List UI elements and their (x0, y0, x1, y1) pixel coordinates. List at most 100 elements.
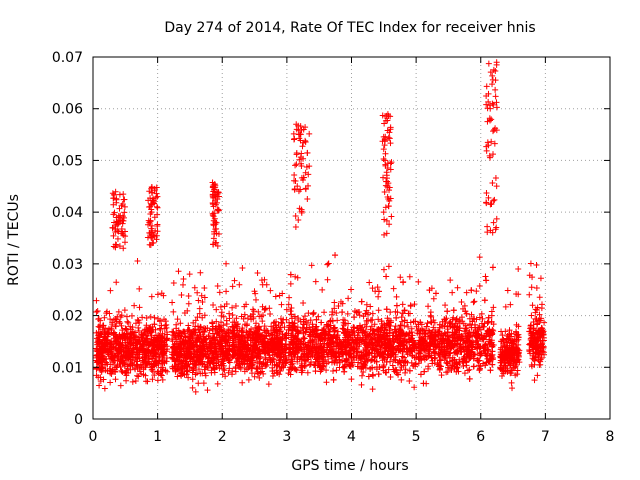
data-point (454, 284, 461, 291)
data-point (291, 171, 298, 178)
data-point (267, 287, 274, 294)
data-point (213, 325, 220, 332)
data-point (201, 312, 208, 319)
data-point (450, 307, 457, 314)
data-point (536, 294, 543, 301)
data-point (513, 352, 520, 359)
data-point (468, 341, 475, 348)
data-point (491, 196, 498, 203)
data-point (210, 301, 217, 308)
data-point (470, 299, 477, 306)
data-point (515, 346, 522, 353)
data-point (341, 329, 348, 336)
data-point (193, 338, 200, 345)
data-point (197, 269, 204, 276)
data-point (218, 312, 225, 319)
data-point (504, 367, 511, 374)
data-point (220, 366, 227, 373)
data-point (146, 360, 153, 367)
data-point (462, 325, 469, 332)
data-point (191, 284, 198, 291)
data-point (189, 356, 196, 363)
data-point (348, 376, 355, 383)
data-point (112, 340, 119, 347)
data-point (145, 342, 152, 349)
data-point (490, 197, 497, 204)
data-point (369, 340, 376, 347)
data-point (460, 345, 467, 352)
data-point (488, 355, 495, 362)
data-point (506, 331, 513, 338)
data-point (329, 317, 336, 324)
data-point (363, 342, 370, 349)
data-point (222, 330, 229, 337)
data-point (156, 353, 163, 360)
data-point (470, 351, 477, 358)
data-point (179, 361, 186, 368)
data-point (400, 342, 407, 349)
data-point (479, 315, 486, 322)
data-point (484, 327, 491, 334)
data-point (236, 346, 243, 353)
data-point (363, 301, 370, 308)
data-point (164, 346, 171, 353)
data-point (325, 321, 332, 328)
data-point (262, 305, 269, 312)
data-point (132, 378, 139, 385)
data-point (292, 273, 299, 280)
data-point (101, 385, 108, 392)
data-point (489, 180, 496, 187)
data-point (358, 298, 365, 305)
data-point (97, 317, 104, 324)
data-point (200, 351, 207, 358)
data-point (380, 156, 387, 163)
data-point (378, 318, 385, 325)
data-point (498, 372, 505, 379)
data-point (107, 316, 114, 323)
data-point (210, 188, 217, 195)
data-point (289, 319, 296, 326)
data-point (229, 319, 236, 326)
data-point (148, 222, 155, 229)
data-point (149, 376, 156, 383)
data-point (301, 363, 308, 370)
data-point (215, 207, 222, 214)
data-point (273, 351, 280, 358)
data-point (222, 340, 229, 347)
data-point (483, 359, 490, 366)
data-point (300, 155, 307, 162)
data-point (259, 281, 266, 288)
data-point (217, 303, 224, 310)
data-point (312, 368, 319, 375)
data-point (369, 330, 376, 337)
data-point (483, 342, 490, 349)
data-point (388, 159, 395, 166)
data-point (341, 317, 348, 324)
data-point (200, 380, 207, 387)
data-point (420, 340, 427, 347)
data-point (387, 124, 394, 131)
data-point (480, 347, 487, 354)
data-point (534, 320, 541, 327)
data-point (321, 340, 328, 347)
data-point (452, 348, 459, 355)
data-point (360, 369, 367, 376)
data-point (113, 279, 120, 286)
data-point (269, 364, 276, 371)
data-point (139, 314, 146, 321)
data-point (155, 346, 162, 353)
data-point (488, 312, 495, 319)
data-point (535, 351, 542, 358)
data-point (295, 347, 302, 354)
data-point (175, 268, 182, 275)
data-point (292, 178, 299, 185)
data-point (507, 354, 514, 361)
data-point (171, 350, 178, 357)
data-point (210, 213, 217, 220)
data-point (296, 356, 303, 363)
data-point (298, 127, 305, 134)
data-point (270, 356, 277, 363)
data-point (174, 316, 181, 323)
data-point (540, 344, 547, 351)
data-point (313, 316, 320, 323)
